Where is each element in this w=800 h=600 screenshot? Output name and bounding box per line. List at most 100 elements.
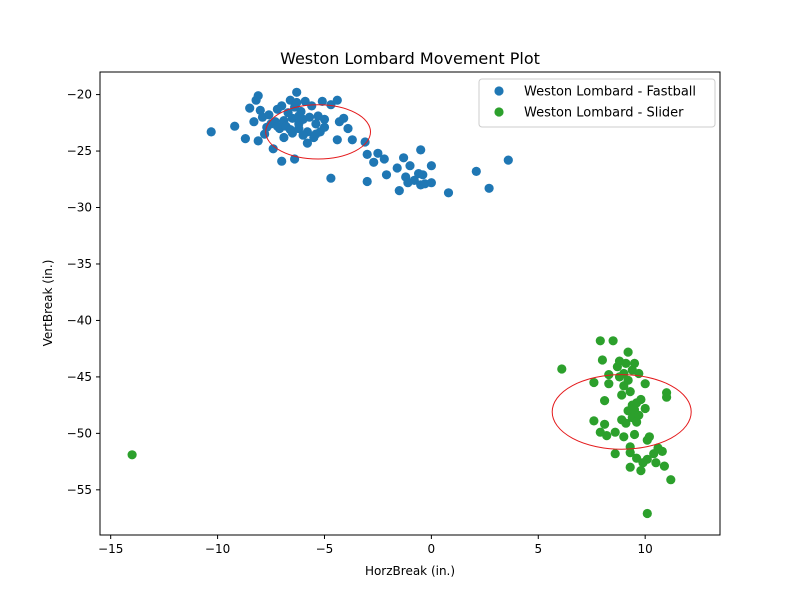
data-point-fastball	[253, 91, 263, 101]
y-tick-label: −40	[67, 313, 92, 327]
data-point-fastball	[343, 123, 353, 134]
data-point-slider	[662, 388, 672, 398]
data-point-slider	[617, 390, 627, 400]
data-point-slider	[589, 377, 599, 388]
data-point-slider	[640, 379, 650, 389]
data-point-slider	[623, 375, 633, 385]
data-point-slider	[621, 418, 631, 428]
data-point-fastball	[279, 132, 289, 143]
data-point-slider	[632, 417, 642, 427]
data-point-fastball	[426, 178, 436, 188]
legend: Weston Lombard - Fastball Weston Lombard …	[478, 78, 716, 128]
data-point-fastball	[292, 97, 302, 108]
data-point-fastball	[332, 95, 342, 105]
y-tick-label: −35	[67, 257, 92, 271]
data-point-fastball	[373, 148, 383, 158]
data-point-slider	[644, 432, 655, 442]
plot-area: −15 −10 −5 0 5 10−20−25−30−35−40−45−50−55	[67, 71, 721, 556]
y-tick-label: −20	[67, 88, 92, 102]
legend-box	[478, 78, 716, 128]
data-point-slider	[625, 462, 635, 472]
data-point-fastball	[326, 100, 336, 110]
data-point-slider	[640, 403, 650, 414]
data-point-fastball	[245, 103, 255, 113]
highlight-ellipse-2	[551, 374, 692, 450]
data-point-slider	[629, 429, 640, 440]
data-point-fastball	[426, 161, 436, 171]
data-point-fastball	[405, 161, 415, 171]
data-point-fastball	[230, 121, 240, 131]
data-point-fastball	[253, 136, 263, 146]
data-point-fastball	[362, 149, 372, 159]
data-point-slider	[629, 358, 640, 368]
x-tick-label: 10	[638, 542, 653, 556]
data-point-slider	[642, 454, 652, 464]
data-point-fastball	[347, 135, 357, 145]
data-point-slider	[604, 370, 614, 380]
y-axis-label: VertBreak (in.)	[41, 260, 55, 347]
data-point-fastball	[304, 112, 315, 122]
data-point-fastball	[311, 119, 321, 129]
data-point-fastball	[484, 183, 494, 193]
data-point-slider	[610, 427, 620, 437]
data-point-fastball	[332, 135, 342, 145]
data-point-slider	[600, 396, 610, 406]
plot-frame	[99, 71, 721, 536]
data-point-fastball	[277, 156, 287, 166]
data-point-fastball	[443, 188, 454, 198]
data-point-fastball	[326, 173, 336, 183]
x-axis-label: HorzBreak (in.)	[365, 564, 455, 578]
legend-label-fastball: Weston Lombard - Fastball	[524, 85, 696, 100]
data-point-slider	[659, 461, 670, 471]
data-point-slider	[602, 431, 612, 441]
data-point-fastball	[240, 134, 250, 144]
data-point-fastball	[307, 101, 317, 111]
data-point-slider	[610, 449, 620, 459]
legend-marker-fastball	[494, 86, 504, 96]
data-point-fastball	[298, 130, 308, 140]
data-point-slider	[636, 394, 646, 405]
data-point-slider	[651, 458, 661, 468]
data-point-fastball	[294, 111, 304, 121]
data-point-fastball	[319, 114, 330, 124]
data-point-slider	[597, 355, 608, 365]
data-point-fastball	[362, 176, 372, 187]
data-point-fastball	[302, 138, 312, 148]
x-tick-label: 0	[428, 542, 436, 556]
data-point-fastball	[394, 186, 404, 196]
data-point-slider	[600, 419, 610, 429]
x-tick-label: −15	[98, 542, 123, 556]
data-point-slider	[632, 453, 642, 463]
data-point-slider	[127, 450, 137, 460]
data-point-fastball	[418, 170, 428, 180]
data-point-fastball	[206, 127, 216, 137]
x-tick-label: −5	[316, 542, 334, 556]
data-point-slider	[642, 508, 652, 519]
data-point-fastball	[399, 153, 409, 163]
data-point-slider	[557, 364, 567, 374]
data-point-slider	[657, 446, 667, 456]
chart-title: Weston Lombard Movement Plot	[280, 49, 540, 68]
data-point-slider	[625, 442, 635, 452]
data-point-fastball	[392, 163, 402, 173]
data-point-slider	[634, 368, 644, 379]
data-point-fastball	[471, 166, 481, 176]
data-point-fastball	[317, 96, 327, 106]
data-point-slider	[621, 358, 631, 368]
data-point-slider	[619, 432, 629, 442]
data-point-slider	[666, 475, 676, 485]
data-point-fastball	[249, 117, 259, 127]
data-point-fastball	[292, 87, 302, 97]
data-point-fastball	[277, 101, 287, 111]
y-tick-label: −55	[67, 483, 92, 497]
y-tick-label: −25	[67, 144, 92, 158]
data-point-fastball	[503, 155, 513, 165]
data-point-fastball	[360, 137, 370, 147]
highlight-ellipse-1	[265, 104, 372, 160]
data-point-fastball	[272, 121, 282, 131]
data-point-slider	[625, 387, 635, 397]
data-point-slider	[604, 379, 614, 389]
data-point-slider	[589, 416, 599, 426]
legend-label-slider: Weston Lombard - Slider	[524, 106, 684, 121]
